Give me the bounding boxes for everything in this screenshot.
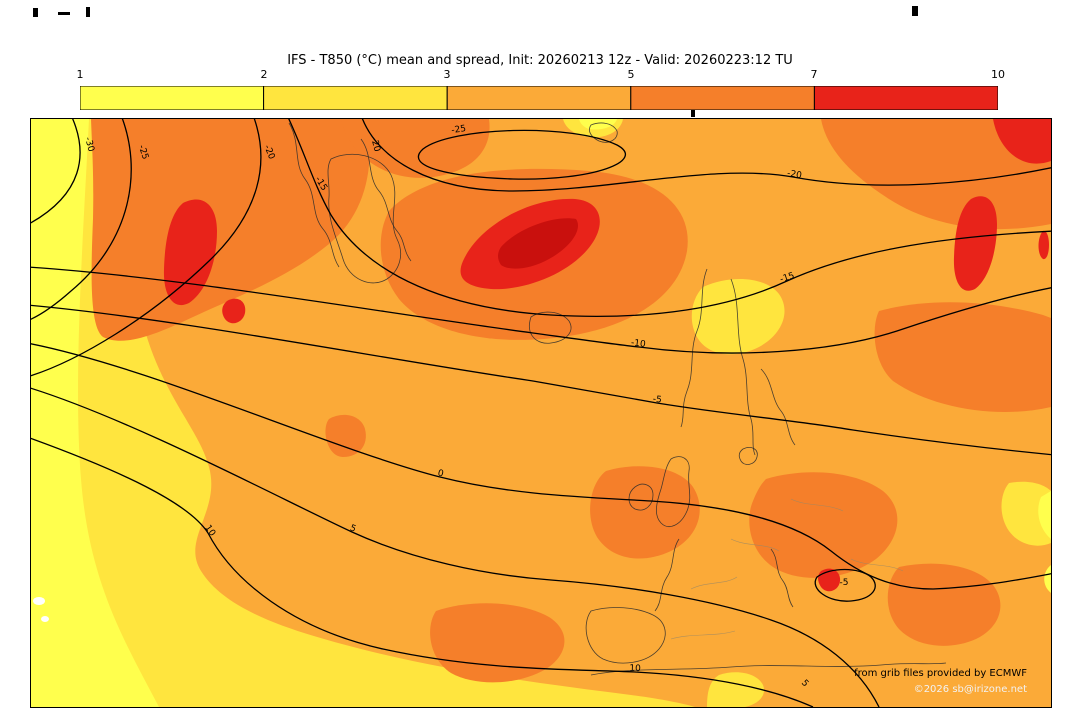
contour-label: 10 (629, 664, 641, 674)
colorbar-segment-5 (813, 85, 999, 111)
contour-label: 0 (436, 469, 444, 480)
colorbar-label: 10 (991, 68, 1005, 81)
attribution-source: from grib files provided by ECMWF (854, 668, 1027, 679)
spread-yellow-patches (31, 119, 1051, 707)
attribution-copyright: ©2026 sb@irizone.net (913, 684, 1027, 695)
country-borders (670, 498, 904, 640)
contour-label: -30 (82, 136, 96, 153)
colorbar-label: 1 (76, 68, 84, 81)
colorbar (79, 85, 999, 111)
stray-mark (86, 7, 90, 17)
colorbar-segment-2 (263, 85, 448, 111)
white-specks (33, 597, 49, 622)
weather-map: -30 -25 -20 -15 -20 -25 -20 -15 -10 -5 0… (30, 118, 1052, 708)
coastlines (288, 122, 947, 676)
contour-label: -5 (652, 395, 662, 406)
contour-label: -20 (368, 136, 382, 153)
colorbar-label: 7 (810, 68, 818, 81)
spread-dark-orange-regions (91, 119, 1051, 683)
mean-temperature-contours (31, 119, 1051, 707)
colorbar-label: 2 (260, 68, 268, 81)
contour-label: 5 (799, 678, 810, 689)
contour-label: -20 (786, 169, 802, 181)
colorbar-label: 3 (443, 68, 451, 81)
contour-label: -5 (840, 578, 849, 588)
contour-label: -10 (630, 338, 646, 350)
contour-label: -15 (779, 271, 796, 285)
spread-red-regions (163, 119, 1051, 592)
stray-mark (33, 8, 38, 17)
colorbar-label: 5 (627, 68, 635, 81)
contour-label: 5 (348, 523, 357, 534)
stray-mark (912, 6, 918, 16)
colorbar-segments (79, 85, 999, 111)
stray-mark (58, 12, 70, 15)
colorbar-segment-4 (630, 85, 815, 111)
stray-mark (691, 110, 695, 117)
colorbar-segment-1 (79, 85, 265, 111)
page-title: IFS - T850 (°C) mean and spread, Init: 2… (287, 53, 793, 68)
colorbar-segment-3 (446, 85, 632, 111)
contour-label: -25 (136, 144, 150, 161)
colorbar-tick-labels: 1 2 3 5 7 10 (76, 68, 1006, 82)
contour-label: -25 (451, 124, 467, 136)
